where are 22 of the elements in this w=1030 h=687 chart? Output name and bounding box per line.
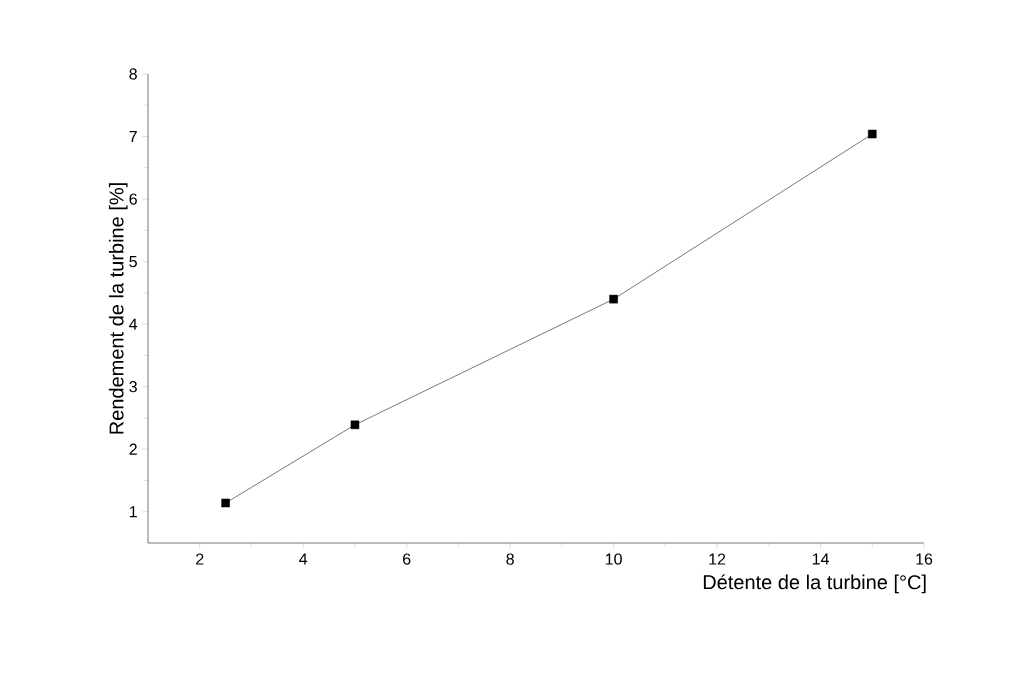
x-tick-label: 4 bbox=[299, 553, 308, 565]
y-tick-label: 2 bbox=[129, 443, 137, 455]
x-tick-label: 10 bbox=[605, 553, 622, 565]
y-tick-label: 4 bbox=[129, 318, 138, 330]
x-axis-title: Détente de la turbine [°C] bbox=[703, 574, 926, 594]
x-tick-label: 8 bbox=[506, 553, 514, 565]
x-tick-label: 12 bbox=[709, 553, 726, 565]
point bbox=[868, 129, 877, 139]
y-tick-label: 3 bbox=[129, 381, 137, 393]
y-axis-title: Rendement de la turbine [%] bbox=[108, 183, 128, 434]
y-tick-label: 5 bbox=[129, 256, 137, 268]
y-tick-label: 1 bbox=[129, 506, 137, 518]
x-tick-label: 2 bbox=[196, 553, 204, 565]
y-tick-label: 8 bbox=[129, 68, 137, 80]
point bbox=[221, 498, 230, 508]
y-tick-label: 7 bbox=[129, 131, 137, 143]
x-tick-label: 16 bbox=[916, 553, 933, 565]
x-tick-label: 6 bbox=[403, 553, 411, 565]
x-tick-label: 14 bbox=[812, 553, 829, 565]
y-tick-label: 6 bbox=[129, 193, 137, 205]
point bbox=[350, 420, 360, 430]
point bbox=[609, 294, 618, 304]
